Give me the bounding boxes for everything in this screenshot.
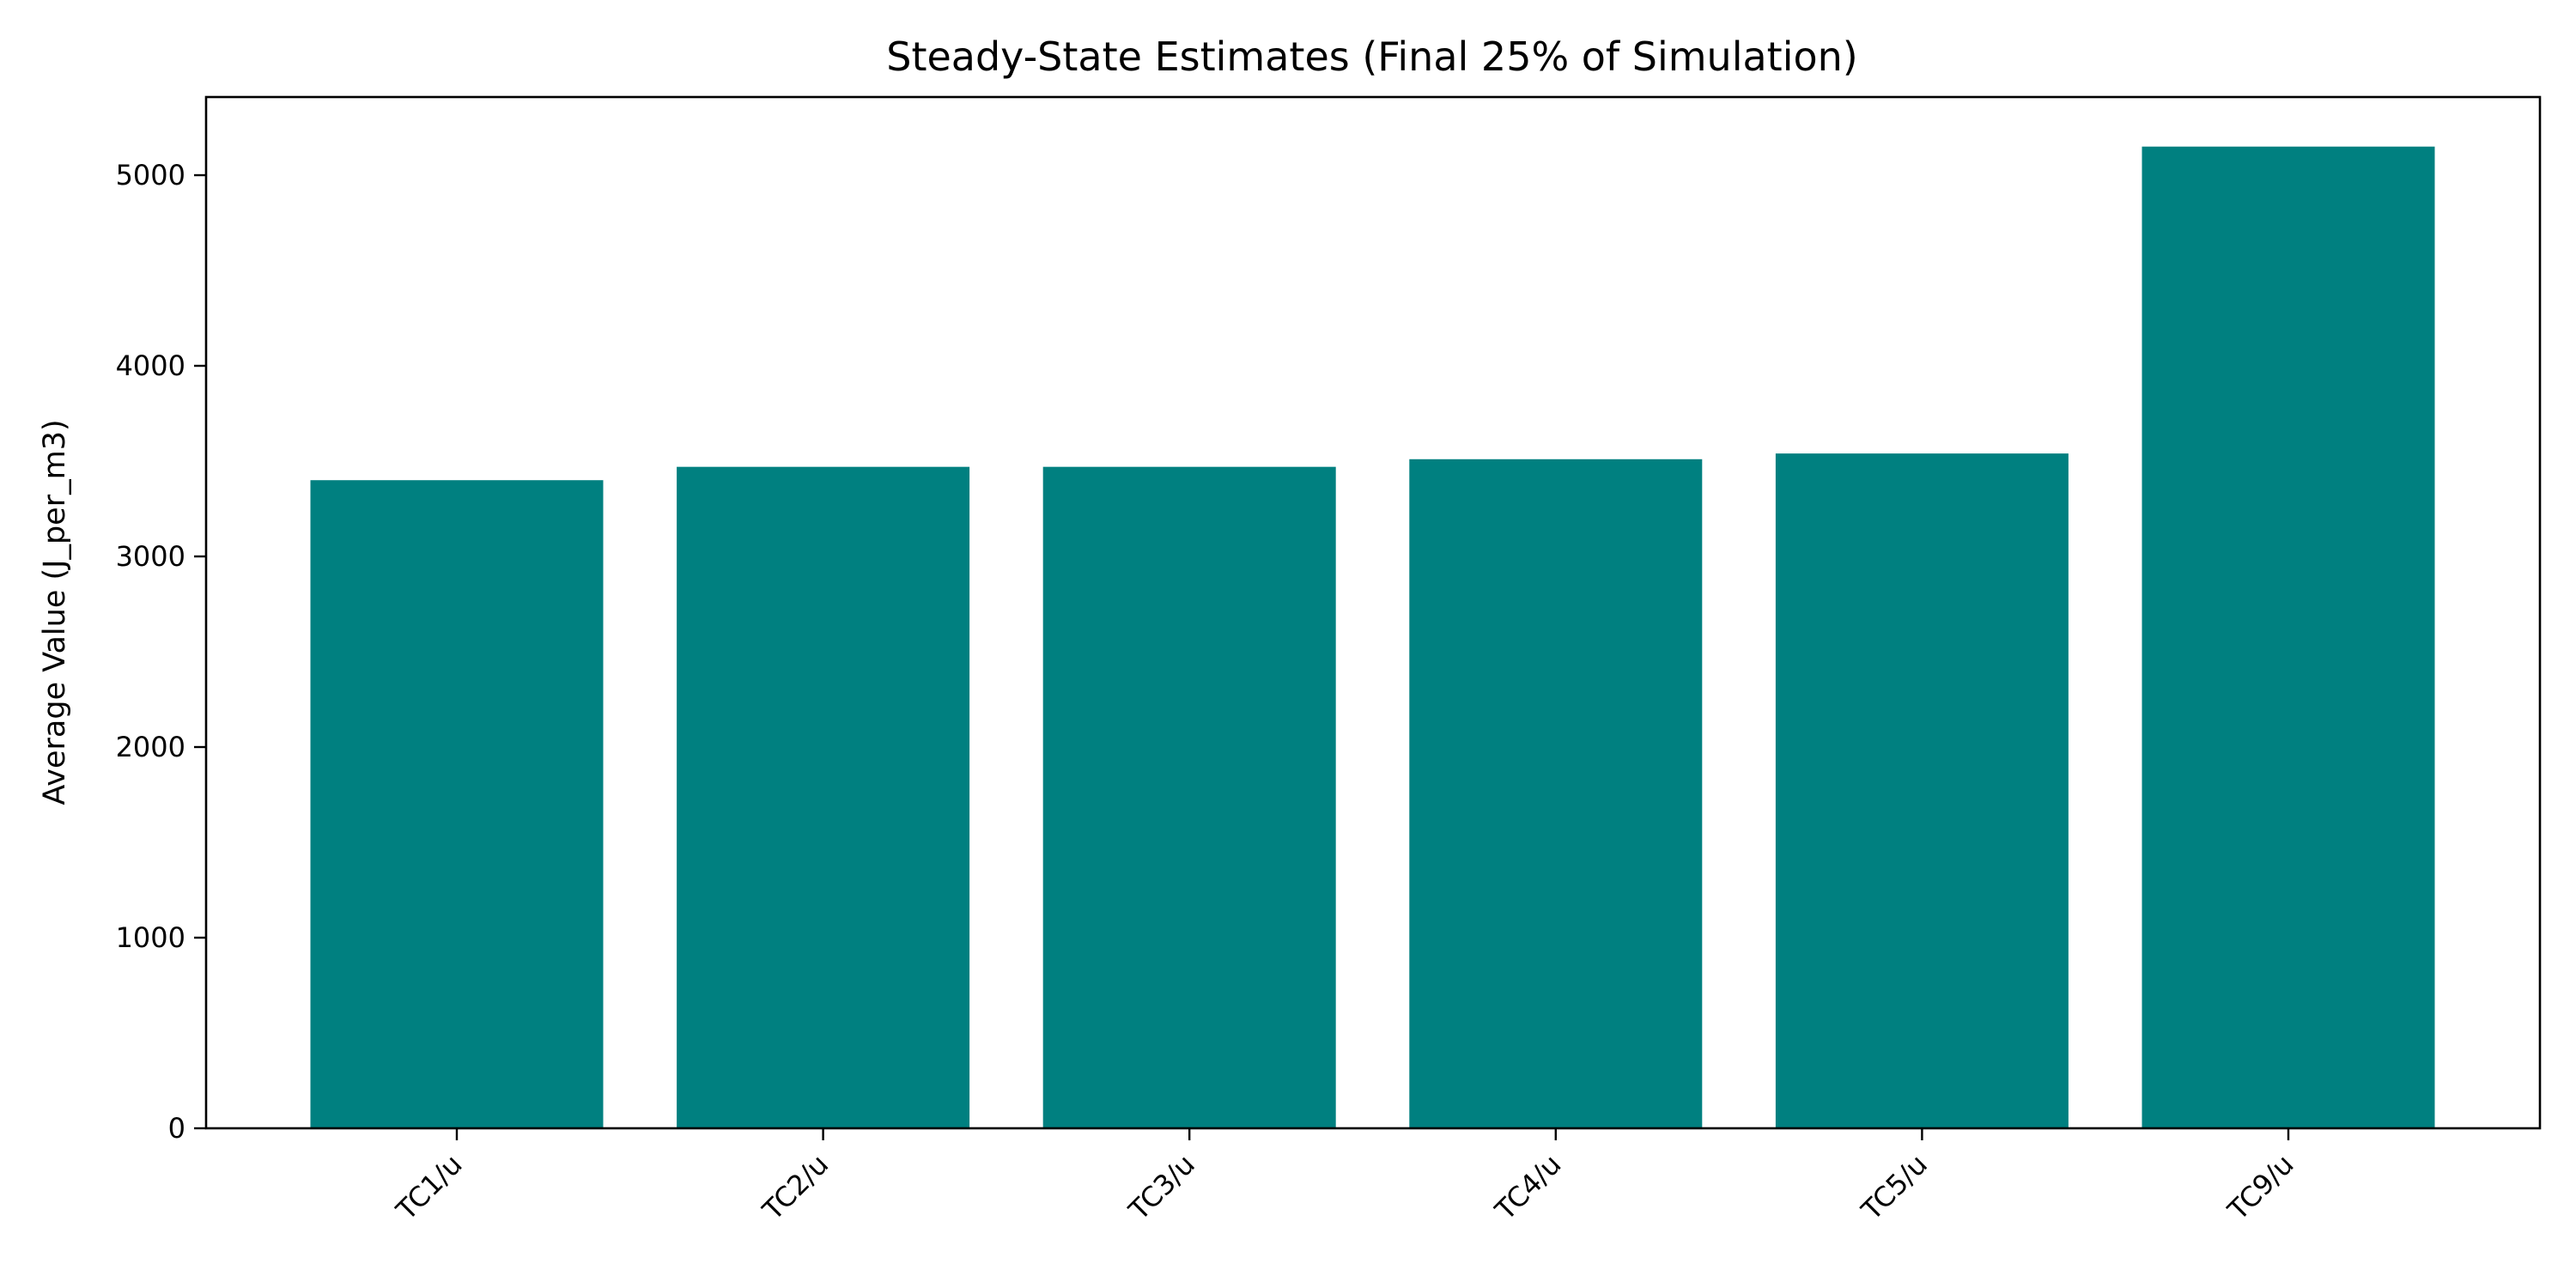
y-tick-label: 5000	[116, 159, 185, 191]
x-tick-label: TC3/u	[1122, 1148, 1201, 1227]
x-tick-label: TC5/u	[1855, 1148, 1934, 1227]
x-axis-ticks: TC1/u TC2/u TC3/u TC4/u TC5/u TC9/u	[389, 1128, 2300, 1227]
y-tick-label: 4000	[116, 349, 185, 382]
bar-tc1-u	[310, 480, 604, 1128]
y-tick-label: 1000	[116, 921, 185, 954]
y-axis-label: Average Value (J_per_m3)	[38, 419, 72, 805]
bar-tc5-u	[1775, 453, 2069, 1128]
bar-tc4-u	[1409, 459, 1703, 1128]
chart-title: Steady-State Estimates (Final 25% of Sim…	[886, 33, 1857, 80]
x-tick-label: TC1/u	[389, 1148, 468, 1227]
y-axis-ticks: 0 1000 2000 3000 4000 5000	[116, 159, 206, 1145]
plot-frame	[204, 95, 2542, 1130]
bar-tc2-u	[677, 466, 970, 1128]
y-tick-label: 0	[168, 1112, 185, 1145]
y-tick-label: 2000	[116, 731, 185, 763]
x-tick-label: TC2/u	[756, 1148, 835, 1227]
x-tick-label: TC4/u	[1488, 1148, 1567, 1227]
bar-tc3-u	[1042, 466, 1336, 1128]
x-tick-label: TC9/u	[2221, 1148, 2300, 1227]
y-tick-label: 3000	[116, 540, 185, 573]
bar-tc9-u	[2142, 146, 2435, 1129]
bars-group	[310, 146, 2435, 1129]
